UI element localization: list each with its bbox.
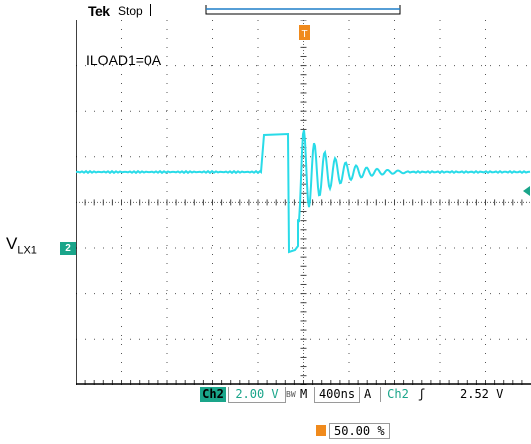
channel-label[interactable]: Ch2 (200, 387, 226, 402)
acquisition-status: Stop (118, 4, 143, 18)
bandwidth-limit-icon: BW (286, 390, 296, 399)
trigger-position-readout: 50.00 % (329, 423, 390, 439)
trigger-level-icon (523, 186, 530, 196)
ch2-waveform (76, 129, 531, 254)
timebase-mode: M (300, 387, 308, 401)
trigger-slope-icon[interactable]: ʃ (418, 387, 426, 401)
channel-2-marker[interactable]: 2 (60, 242, 76, 255)
tek-logo: Tek (88, 3, 110, 19)
trigger-position-marker[interactable]: T (299, 25, 310, 40)
time-per-div[interactable]: 400ns (314, 387, 360, 403)
oscilloscope-screen[interactable]: T (76, 20, 531, 385)
trigger-source[interactable]: Ch2 (380, 387, 415, 402)
trigger-mode: A (364, 387, 372, 401)
record-position-indicator (205, 5, 401, 15)
header-divider (150, 4, 151, 16)
trigger-level[interactable]: 2.52 V (460, 387, 504, 401)
svg-text:T: T (301, 29, 307, 40)
load-condition-label: ILOAD1=0A (86, 52, 162, 68)
signal-label: VLX1 (6, 234, 37, 257)
trigger-position-icon (316, 425, 326, 436)
volts-per-div[interactable]: 2.00 V (228, 387, 286, 403)
